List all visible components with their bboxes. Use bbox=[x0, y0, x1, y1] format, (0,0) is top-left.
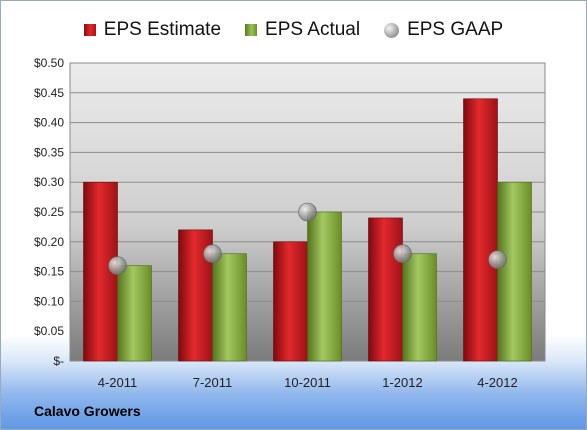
y-tick-label: $0.40 bbox=[34, 116, 64, 130]
bar-eps-estimate bbox=[368, 217, 403, 362]
x-tick-label: 1-2012 bbox=[382, 375, 422, 390]
bar-eps-actual bbox=[402, 253, 437, 362]
x-tick-label: 10-2011 bbox=[284, 375, 331, 390]
legend-swatch-eps-estimate bbox=[83, 24, 96, 36]
legend-item-eps-actual: EPS Actual bbox=[245, 19, 360, 41]
y-tick-label: $0.45 bbox=[34, 86, 64, 100]
y-axis-ticks: $- $0.05 $0.10 $0.15 $0.20 $0.25 $0.30 $0.35 $0.… bbox=[34, 56, 64, 368]
bar-eps-actual bbox=[497, 181, 532, 362]
y-tick-label: $0.30 bbox=[34, 175, 64, 189]
x-tick-label: 7-2011 bbox=[193, 375, 233, 390]
bar-eps-estimate bbox=[463, 98, 498, 362]
legend: EPS Estimate EPS Actual EPS GAAP bbox=[1, 17, 586, 43]
y-tick-label: $0.25 bbox=[34, 205, 64, 219]
legend-label-eps-gaap: EPS GAAP bbox=[407, 19, 504, 40]
legend-swatch-eps-actual bbox=[245, 24, 258, 36]
marker-eps-gaap bbox=[393, 244, 412, 264]
y-tick-label: $0.15 bbox=[34, 265, 64, 279]
bar-eps-actual bbox=[117, 265, 152, 362]
y-tick-label: $0.35 bbox=[34, 145, 64, 159]
marker-eps-gaap bbox=[108, 256, 127, 275]
x-tick-label: 4-2011 bbox=[98, 375, 138, 390]
y-tick-label: $0.05 bbox=[34, 324, 64, 338]
company-name: Calavo Growers bbox=[34, 403, 141, 419]
y-tick-label: $- bbox=[53, 354, 64, 368]
bar-eps-estimate bbox=[273, 241, 308, 362]
bar-eps-actual bbox=[212, 253, 247, 362]
marker-eps-gaap bbox=[298, 202, 317, 222]
y-tick-label: $0.20 bbox=[34, 235, 64, 249]
legend-item-eps-gaap: EPS GAAP bbox=[384, 19, 503, 41]
x-tick-label: 4-2012 bbox=[477, 375, 517, 390]
legend-swatch-eps-gaap bbox=[384, 22, 400, 38]
marker-eps-gaap bbox=[488, 250, 507, 269]
bar-eps-actual bbox=[307, 211, 342, 362]
legend-label-eps-estimate: EPS Estimate bbox=[103, 19, 222, 40]
legend-item-eps-estimate: EPS Estimate bbox=[83, 19, 222, 41]
x-axis-ticks: 4-2011 7-2011 10-2011 1-2012 4-2012 bbox=[98, 375, 518, 390]
marker-eps-gaap bbox=[203, 244, 222, 264]
gaap-markers bbox=[108, 202, 507, 275]
bars bbox=[83, 98, 532, 362]
legend-label-eps-actual: EPS Actual bbox=[265, 19, 361, 40]
y-tick-label: $0.10 bbox=[34, 294, 64, 308]
y-tick-label: $0.50 bbox=[34, 56, 64, 70]
